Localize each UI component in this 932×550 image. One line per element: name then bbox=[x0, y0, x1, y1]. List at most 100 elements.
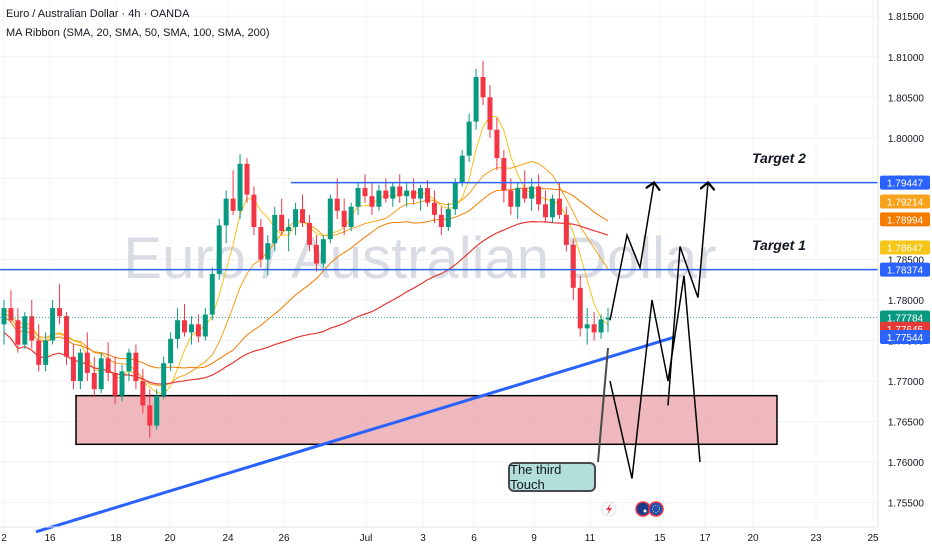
candle-body bbox=[424, 188, 430, 203]
price-label-bg bbox=[880, 240, 930, 255]
candle-body bbox=[543, 204, 549, 218]
candle-body bbox=[57, 308, 63, 317]
symbol-title: Euro / Australian Dollar · 4h · OANDA bbox=[6, 8, 190, 20]
candle bbox=[140, 368, 146, 414]
trendline[interactable] bbox=[35, 335, 676, 534]
candle bbox=[182, 304, 188, 337]
price-label-text: 1.78994 bbox=[887, 215, 924, 226]
candle bbox=[404, 182, 410, 207]
candle-body bbox=[348, 206, 354, 228]
x-tick-label: 11 bbox=[585, 533, 596, 544]
third-touch-callout: The third Touch bbox=[508, 462, 596, 492]
candle bbox=[355, 182, 361, 215]
target2-label: Target 2 bbox=[752, 150, 806, 166]
x-tick-label: 20 bbox=[164, 533, 176, 544]
price-label-bg bbox=[880, 212, 930, 227]
candle-body bbox=[494, 129, 500, 159]
candle-body bbox=[188, 324, 194, 333]
candle-body bbox=[598, 319, 604, 333]
candle bbox=[556, 182, 562, 219]
x-tick-label: 26 bbox=[278, 533, 290, 544]
candle bbox=[265, 235, 271, 276]
candle bbox=[119, 364, 125, 402]
candle-body bbox=[570, 244, 576, 288]
candle-body bbox=[84, 352, 90, 373]
candle bbox=[91, 356, 97, 398]
candle-body bbox=[577, 287, 583, 329]
candle-body bbox=[133, 352, 139, 382]
candle-body bbox=[202, 314, 208, 337]
candle bbox=[223, 190, 229, 244]
candle-body bbox=[487, 97, 493, 130]
candle bbox=[126, 348, 132, 382]
candle bbox=[334, 178, 340, 219]
candles bbox=[1, 60, 611, 438]
y-tick-label: 1.78000 bbox=[888, 296, 925, 307]
candle bbox=[63, 312, 69, 365]
candle bbox=[293, 202, 299, 236]
candle bbox=[175, 308, 181, 349]
candle bbox=[43, 332, 49, 372]
candle bbox=[466, 113, 472, 163]
candle-body bbox=[383, 190, 389, 199]
candle bbox=[258, 218, 264, 268]
x-tick-label: 15 bbox=[654, 533, 666, 544]
price-label: 1.78374 bbox=[880, 262, 930, 277]
candle bbox=[480, 60, 486, 106]
candle-body bbox=[341, 210, 347, 228]
candle bbox=[168, 332, 174, 372]
y-tick-label: 1.76000 bbox=[888, 458, 925, 469]
candle-body bbox=[445, 209, 451, 228]
candle bbox=[57, 283, 63, 325]
price-label: 1.78994 bbox=[880, 212, 930, 227]
candle bbox=[473, 68, 479, 130]
x-tick-label: 16 bbox=[44, 533, 56, 544]
candle bbox=[598, 314, 604, 339]
candle bbox=[313, 235, 319, 272]
candle bbox=[29, 299, 35, 349]
candle-body bbox=[418, 188, 424, 199]
time-axis: 2 16 18 20 24 26 Jul 3 6 9 11 15 17 20 23 25 bbox=[0, 526, 879, 544]
candle bbox=[161, 356, 167, 399]
candle-body bbox=[237, 163, 243, 211]
candle bbox=[536, 174, 542, 211]
candle-body bbox=[77, 352, 83, 382]
y-tick-label: 1.76500 bbox=[888, 418, 925, 429]
callout-leader bbox=[597, 347, 609, 463]
demand-zone bbox=[75, 394, 778, 446]
candle-body bbox=[126, 352, 132, 372]
candle-body bbox=[251, 194, 257, 228]
projected-path-down bbox=[609, 275, 701, 479]
candle-body bbox=[161, 363, 167, 396]
candle-body bbox=[182, 320, 188, 333]
candle-body bbox=[466, 121, 472, 156]
price-label: 1.79214 bbox=[880, 194, 930, 209]
candle-body bbox=[175, 320, 181, 339]
candle bbox=[376, 184, 382, 211]
projected-price-path bbox=[609, 182, 708, 479]
price-label-text: 1.77784 bbox=[887, 313, 924, 324]
candle-body bbox=[293, 209, 299, 228]
candle bbox=[549, 194, 555, 223]
candle-body bbox=[8, 308, 14, 321]
candle bbox=[15, 308, 21, 353]
candle-body bbox=[362, 188, 368, 197]
candle-body bbox=[216, 225, 222, 275]
candle bbox=[390, 182, 396, 207]
candle-body bbox=[15, 320, 21, 345]
candle-body bbox=[70, 356, 76, 382]
x-tick-label: 18 bbox=[110, 533, 122, 544]
y-tick-label: 1.77000 bbox=[888, 377, 925, 388]
candle-body bbox=[549, 198, 555, 218]
projected-path-up-1 bbox=[609, 182, 654, 321]
candle-body bbox=[508, 190, 514, 207]
candle-body bbox=[209, 274, 215, 315]
candle bbox=[348, 202, 354, 232]
price-label-bg bbox=[880, 310, 930, 325]
price-label-text: 1.77544 bbox=[887, 333, 924, 344]
candle-body bbox=[168, 338, 174, 364]
projected-path-up-2 bbox=[667, 182, 708, 406]
candle bbox=[147, 389, 153, 438]
candle-body bbox=[36, 340, 42, 365]
